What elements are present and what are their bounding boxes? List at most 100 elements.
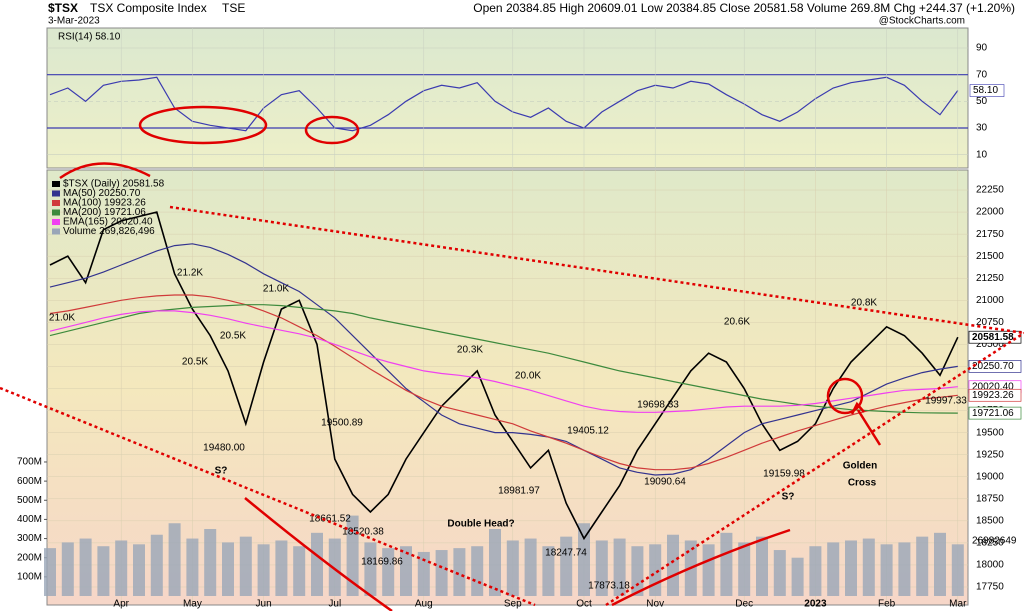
- y-tick-label: 70: [976, 69, 988, 80]
- trend-line: [0, 386, 536, 607]
- arrow: [856, 409, 882, 446]
- volume-bar: [702, 544, 715, 597]
- price-tag: [968, 330, 1022, 344]
- annotation: 21.0K: [263, 284, 289, 295]
- annotation: 18169.86: [361, 557, 403, 568]
- y-tick-label: 20750: [976, 317, 1004, 328]
- y-tick-label: 21750: [976, 229, 1004, 240]
- average-line: [49, 294, 958, 471]
- legend-swatch: [52, 190, 60, 197]
- annotation: 19090.64: [644, 477, 686, 488]
- price-tag-label: 19721.06: [972, 408, 1014, 419]
- annotation: 19159.98: [763, 469, 805, 480]
- legend-swatch: [52, 228, 60, 235]
- volume-bar: [239, 536, 252, 597]
- price-panel: [46, 169, 969, 606]
- overlay: [0, 105, 1024, 611]
- x-tick-label: May: [183, 599, 202, 610]
- volume-bar: [97, 546, 110, 597]
- annotation: 20.8K: [851, 298, 877, 309]
- average-line: [49, 310, 958, 413]
- x-tick-label: Apr: [113, 599, 129, 610]
- y2-tick-label: 400M: [17, 514, 42, 525]
- volume-bar: [400, 546, 412, 597]
- y-tick-label: 30: [976, 123, 988, 134]
- volume-bar: [311, 532, 323, 597]
- price-tag: [968, 406, 1022, 420]
- annotation: 18981.97: [498, 486, 540, 497]
- volume-bar: [862, 538, 875, 597]
- bottom-arc: [244, 497, 393, 611]
- legend-label: MA(50) 20250.70: [63, 188, 141, 199]
- date: 3-Mar-2023: [48, 16, 100, 27]
- volume-bar: [773, 550, 786, 597]
- volume-bar: [364, 542, 377, 597]
- y2-tick-label: 700M: [17, 457, 42, 468]
- average-line: [49, 304, 958, 414]
- volume-bar: [453, 548, 466, 597]
- volume-bar: [631, 546, 644, 597]
- legend-swatch: [52, 209, 60, 216]
- annotation: 18247.74: [545, 548, 587, 559]
- volume-bar: [791, 557, 804, 597]
- y-tick-label: 20500: [976, 339, 1004, 350]
- bottom-arc: [611, 528, 791, 607]
- y2-tick-label: 100M: [17, 571, 42, 582]
- volume-bar: [934, 532, 946, 597]
- volume-bar: [756, 536, 768, 597]
- legend-swatch: [52, 200, 60, 206]
- x-tick-label: Jul: [328, 599, 341, 610]
- annotation: 20.3K: [457, 345, 483, 356]
- annotation: S?: [782, 492, 795, 503]
- rsi-panel: [46, 27, 969, 169]
- quote: Open 20384.85 High 20609.01 Low 20384.85…: [473, 1, 1015, 15]
- legend-swatch: [52, 181, 60, 187]
- legend-label: MA(200) 19721.06: [63, 207, 146, 218]
- volume-bar: [168, 523, 181, 597]
- price-tag-label: 19923.26: [972, 390, 1014, 401]
- volume-bar: [115, 540, 128, 597]
- x-tick-label: 2023: [804, 599, 827, 610]
- y-tick-label: 18250: [976, 538, 1004, 549]
- volume-bar: [79, 538, 92, 597]
- rsi-title: RSI(14) 58.10: [58, 32, 121, 43]
- volume-bar: [595, 540, 608, 597]
- y-tick-label: 50: [976, 96, 988, 107]
- volume-bar: [61, 542, 74, 597]
- legend-swatch: [52, 219, 60, 225]
- rsi-line: [49, 76, 959, 132]
- y-tick-label: 19250: [976, 449, 1004, 460]
- annotation: 21.2K: [177, 268, 203, 279]
- volume-bar: [417, 551, 430, 597]
- volume-bar: [471, 546, 484, 597]
- x-tick-label: Oct: [576, 599, 592, 610]
- annotation: S?: [215, 466, 228, 477]
- volume-bar: [44, 548, 56, 597]
- y-tick-label: 18750: [976, 493, 1004, 504]
- annotation: 18520.38: [342, 527, 384, 538]
- y2-tick-label: 600M: [17, 476, 42, 487]
- volume-bar: [257, 544, 270, 597]
- annotation: 19405.12: [567, 426, 609, 437]
- volume-bar: [578, 523, 590, 597]
- average-line: [49, 243, 958, 476]
- x-tick-label: Aug: [415, 599, 433, 610]
- price-tag: [968, 388, 1022, 402]
- rsi-circle: [138, 105, 268, 145]
- price-tag-label: 20250.70: [972, 361, 1014, 372]
- legend-label: $TSX (Daily) 20581.58: [63, 179, 165, 190]
- y-tick-label: 21250: [976, 273, 1004, 284]
- volume-bar: [382, 548, 395, 597]
- y2-tick-label: 300M: [17, 533, 42, 544]
- x-tick-label: Mar: [949, 599, 967, 610]
- annotation: 19997.33: [925, 396, 967, 407]
- exchange: TSE: [222, 1, 245, 15]
- volume-bar: [542, 546, 555, 597]
- y-tick-label: 22250: [976, 185, 1004, 196]
- annotation: 20.0K: [515, 371, 541, 382]
- volume-bar: [346, 515, 359, 597]
- annotation: 18661.52: [309, 514, 351, 525]
- y-tick-label: 19500: [976, 427, 1004, 438]
- volume-bar: [222, 542, 234, 597]
- volume-bar: [827, 542, 840, 597]
